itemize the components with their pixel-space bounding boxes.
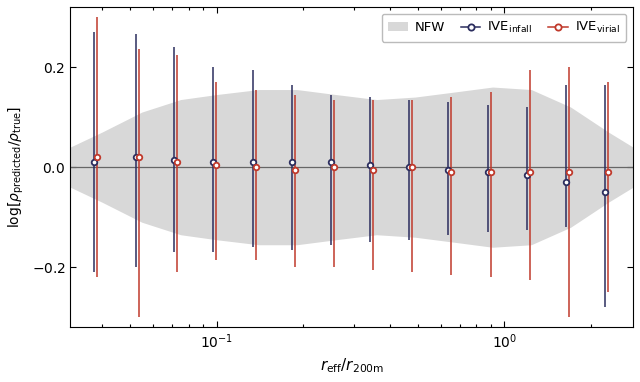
Legend: NFW, IVE$_{\mathrm{infall}}$, IVE$_{\mathrm{virial}}$: NFW, IVE$_{\mathrm{infall}}$, IVE$_{\mat… <box>381 13 627 42</box>
X-axis label: $r_{\mathrm{eff}}/r_{\mathrm{200m}}$: $r_{\mathrm{eff}}/r_{\mathrm{200m}}$ <box>319 356 383 375</box>
Y-axis label: $\log[\rho_{\mathrm{predicted}}/\rho_{\mathrm{true}}]$: $\log[\rho_{\mathrm{predicted}}/\rho_{\m… <box>7 106 26 228</box>
